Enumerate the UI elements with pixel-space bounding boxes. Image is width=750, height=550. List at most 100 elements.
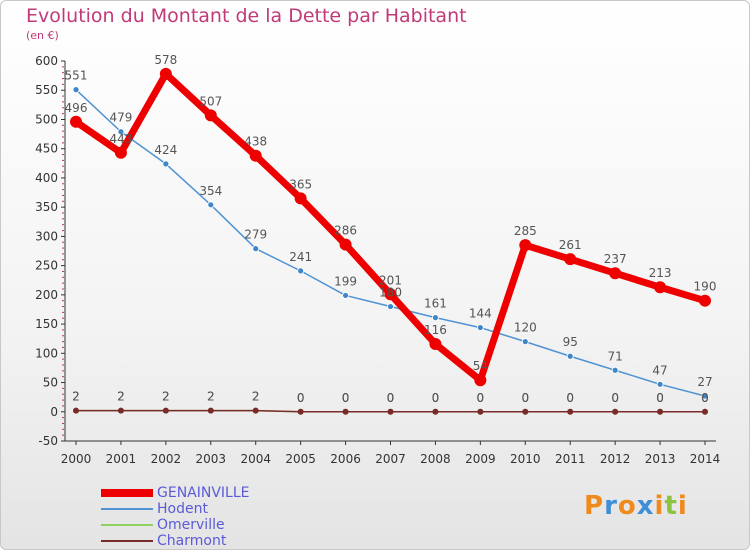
data-point-charmont [567,408,574,415]
y-tick-label: 550 [35,83,58,97]
data-label-omerville: 0 [566,391,574,405]
y-minor-tick [62,393,64,395]
data-label-hodent: 479 [109,111,132,125]
data-point-charmont [73,407,79,414]
legend-swatch [101,489,153,497]
y-minor-tick [62,405,64,407]
legend-swatch [101,540,153,542]
data-label-charmont: 0 [521,391,529,405]
x-tick-label: 2007 [375,452,406,466]
y-minor-tick [62,72,64,74]
data-label-genainville: 365 [289,177,312,191]
y-minor-tick [62,434,64,436]
data-label-genainville: 190 [694,280,717,294]
y-minor-tick [62,387,64,389]
data-label-omerville: 0 [656,391,664,405]
y-tick-label: 400 [35,171,58,185]
y-minor-tick [62,300,64,302]
y-minor-tick [62,417,64,419]
data-point-charmont [612,408,619,415]
y-tick-label: 300 [35,229,58,243]
data-point-hodent [611,366,619,374]
x-tick-label: 2008 [420,452,451,466]
data-label-hodent: 180 [379,286,402,300]
y-minor-tick [62,230,64,232]
data-label-genainville: 578 [154,53,177,67]
y-minor-tick [62,329,64,331]
data-point-genainville [519,239,532,252]
data-label-hodent: 95 [563,335,578,349]
x-tick-label: 2005 [285,452,316,466]
x-tick-label: 2011 [555,452,586,466]
data-label-charmont: 0 [342,391,350,405]
y-minor-tick [62,171,64,173]
data-point-genainville [564,253,577,266]
logo-letter: o [617,491,637,521]
y-tick-label: 350 [35,200,58,214]
logo-letter: x [636,491,655,521]
y-tick-label: 250 [35,259,58,273]
x-tick-label: 2014 [690,452,721,466]
data-point-hodent [432,314,439,322]
data-label-omerville: 2 [207,390,215,404]
data-label-charmont: 2 [72,390,80,404]
data-label-hodent: 241 [289,250,312,264]
data-point-genainville [384,288,397,301]
data-label-charmont: 2 [117,390,125,404]
data-label-charmont: 0 [387,391,395,405]
y-tick-label: 150 [35,317,58,331]
data-point-hodent [117,128,125,136]
data-point-hodent [387,303,394,310]
data-point-genainville [159,67,172,80]
y-minor-tick [62,346,64,348]
data-label-genainville: 201 [379,273,402,287]
data-label-genainville: 54 [473,359,488,373]
data-point-charmont [432,408,439,415]
x-tick-label: 2003 [196,452,227,466]
legend-label: Omerville [157,517,225,533]
y-tick-label: 500 [35,112,58,126]
data-point-charmont [477,408,484,415]
y-minor-tick [62,364,64,366]
data-label-genainville: 285 [514,224,537,238]
y-minor-tick [62,136,64,138]
logo-letter: i [677,491,688,521]
data-point-charmont [342,408,349,415]
data-point-genainville [70,115,82,128]
data-label-genainville: 261 [559,238,582,252]
data-label-charmont: 2 [207,390,215,404]
y-tick-label: -50 [38,434,58,448]
data-label-genainville: 496 [65,101,88,115]
data-label-charmont: 0 [477,391,485,405]
y-tick-label: 50 [43,376,58,390]
y-minor-tick [62,224,64,226]
y-minor-tick [62,218,64,220]
logo-letter: P [584,491,605,521]
y-minor-tick [62,189,64,191]
data-label-hodent: 199 [334,274,357,288]
data-label-omerville: 0 [477,391,485,405]
data-label-genainville: 286 [334,224,357,238]
y-minor-tick [62,341,64,343]
y-minor-tick [62,78,64,80]
data-label-genainville: 507 [199,94,222,108]
x-tick-label: 2012 [600,452,631,466]
y-tick-label: 0 [50,405,58,419]
data-point-charmont [297,408,304,415]
data-point-hodent [701,392,709,400]
y-minor-tick [62,124,64,126]
data-label-charmont: 0 [701,391,709,405]
x-tick-label: 2009 [465,452,496,466]
data-label-genainville: 438 [244,135,267,149]
y-tick-label: 200 [35,288,58,302]
y-minor-tick [62,335,64,337]
y-minor-tick [62,282,64,284]
data-point-genainville [339,238,352,251]
data-point-hodent [656,380,664,388]
y-minor-tick [62,154,64,156]
legend-label: Hodent [157,501,208,517]
data-label-omerville: 2 [117,390,125,404]
data-label-genainville: 116 [424,323,447,337]
data-label-omerville: 2 [162,390,170,404]
